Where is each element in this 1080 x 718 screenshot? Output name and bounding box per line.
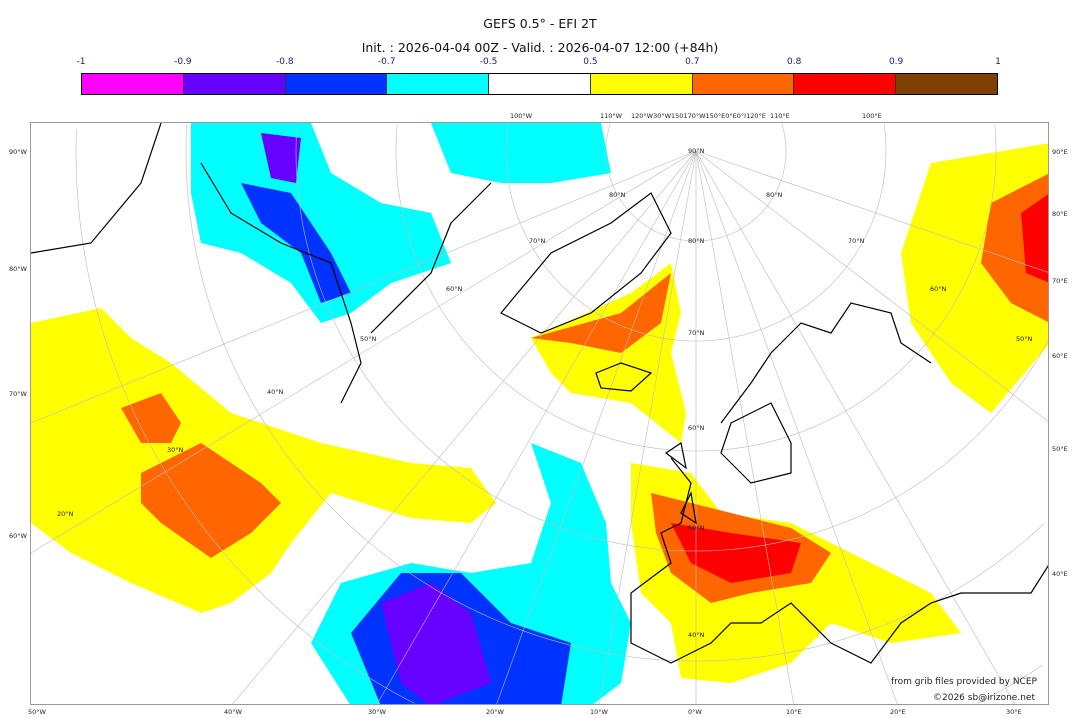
graticule-label: 40°W — [224, 708, 242, 716]
purple-region-atlantic — [381, 583, 491, 704]
coastlines — [31, 123, 1048, 664]
graticule-label: 10°W — [590, 708, 608, 716]
graticule-label: 30°N — [167, 446, 184, 454]
colorbar-swatch — [692, 74, 795, 94]
cold-region-arctic — [431, 123, 611, 183]
graticule-label: 100°W — [510, 112, 533, 120]
graticule-label: 50°N — [1016, 335, 1033, 343]
colorbar-swatch — [896, 74, 998, 94]
latitude-circle — [295, 123, 1048, 552]
graticule-label: 60°W — [9, 532, 27, 540]
graticule-label: 40°E — [1052, 570, 1068, 578]
purple-region-canada — [261, 133, 301, 183]
graticule-label: 40°N — [688, 631, 705, 639]
map-svg — [31, 123, 1048, 704]
orange-region-iceland — [531, 273, 671, 353]
cold-region-canada — [191, 123, 451, 323]
colorbar-swatch — [285, 74, 388, 94]
graticule-label: 70°N — [848, 237, 865, 245]
graticule-label: 10°E — [786, 708, 802, 716]
graticule-label: 20°N — [57, 510, 74, 518]
graticule-label: 80°N — [688, 237, 705, 245]
source-credit: from grib files provided by NCEP — [891, 677, 1037, 687]
colorbar-tick-label: -0.7 — [377, 57, 396, 67]
graticule-label: 80°W — [9, 265, 27, 273]
graticule-label: 90°N — [688, 147, 705, 155]
graticule-label: 60°E — [1052, 352, 1068, 360]
graticule-label: 20°E — [890, 708, 906, 716]
graticule-label: 60°N — [688, 424, 705, 432]
graticule-label: 50°E — [1052, 445, 1068, 453]
colorbar-tick-label: -0.8 — [275, 57, 294, 67]
warm-region-atlantic — [31, 308, 496, 613]
colorbar — [81, 73, 998, 95]
graticule-label: 110°E — [770, 112, 790, 120]
graticule-label: 80°N — [609, 191, 626, 199]
orange-region-atlantic — [121, 393, 281, 558]
figure-title: GEFS 0.5° - EFI 2T — [483, 16, 597, 31]
copyright-credit: ©2026 sb@irizone.net — [933, 693, 1035, 703]
colorbar-tick-label: -0.9 — [174, 57, 192, 67]
graticule-label: 60°N — [930, 285, 947, 293]
graticule-label: 60°N — [446, 285, 463, 293]
graticule-label: 100°E — [862, 112, 882, 120]
red-region-russia — [1021, 194, 1048, 283]
graticule-label: 0°W — [688, 708, 702, 716]
colorbar-swatch — [794, 74, 897, 94]
colorbar-swatch — [590, 74, 693, 94]
graticule-label: 50°N — [360, 335, 377, 343]
colorbar-tick-label: 1 — [995, 57, 1001, 67]
colorbar-tick-label: -0.5 — [479, 57, 498, 67]
efi-fields — [31, 123, 1048, 704]
latitude-circle — [185, 124, 1045, 662]
colorbar-tick-label: 0.5 — [583, 57, 598, 67]
colorbar-tick-label: 0.8 — [787, 57, 802, 67]
colorbar-swatch — [387, 74, 490, 94]
colorbar-tick-label: 0.9 — [888, 57, 904, 67]
graticule-label: 70°N — [688, 329, 705, 337]
latitude-circle — [505, 124, 887, 342]
colorbar-tick-label: -1 — [76, 57, 86, 67]
graticule-label: 90°E — [1052, 148, 1068, 156]
graticule-label: 50°N — [688, 524, 705, 532]
graticule-label: 120°W30°W150170°W150°E0°E0°I120°E — [631, 112, 766, 120]
graticule-label: 50°W — [28, 708, 46, 716]
graticule — [31, 123, 1048, 704]
graticule-label: 40°N — [267, 388, 284, 396]
graticule-label: 70°E — [1052, 277, 1068, 285]
graticule-label: 90°W — [9, 148, 27, 156]
latitude-circle — [75, 129, 1043, 704]
graticule-label: 30°E — [1006, 708, 1022, 716]
graticule-label: 30°W — [368, 708, 386, 716]
map-panel — [30, 122, 1049, 705]
latitude-circle — [605, 123, 787, 242]
graticule-label: 80°E — [1052, 210, 1068, 218]
graticule-label: 110°W — [600, 112, 623, 120]
blue-region-canada — [241, 183, 351, 303]
graticule-label: 70°N — [529, 237, 546, 245]
graticule-label: 20°W — [486, 708, 504, 716]
colorbar-swatch — [489, 74, 591, 94]
graticule-label: 80°N — [766, 191, 783, 199]
colorbar-swatch — [183, 74, 286, 94]
colorbar-swatch — [82, 74, 184, 94]
colorbar-tick-label: 0.7 — [685, 57, 700, 67]
graticule-label: 70°W — [9, 390, 27, 398]
figure-subtitle: Init. : 2026-04-04 00Z - Valid. : 2026-0… — [361, 40, 719, 55]
red-region-europe — [671, 523, 801, 583]
